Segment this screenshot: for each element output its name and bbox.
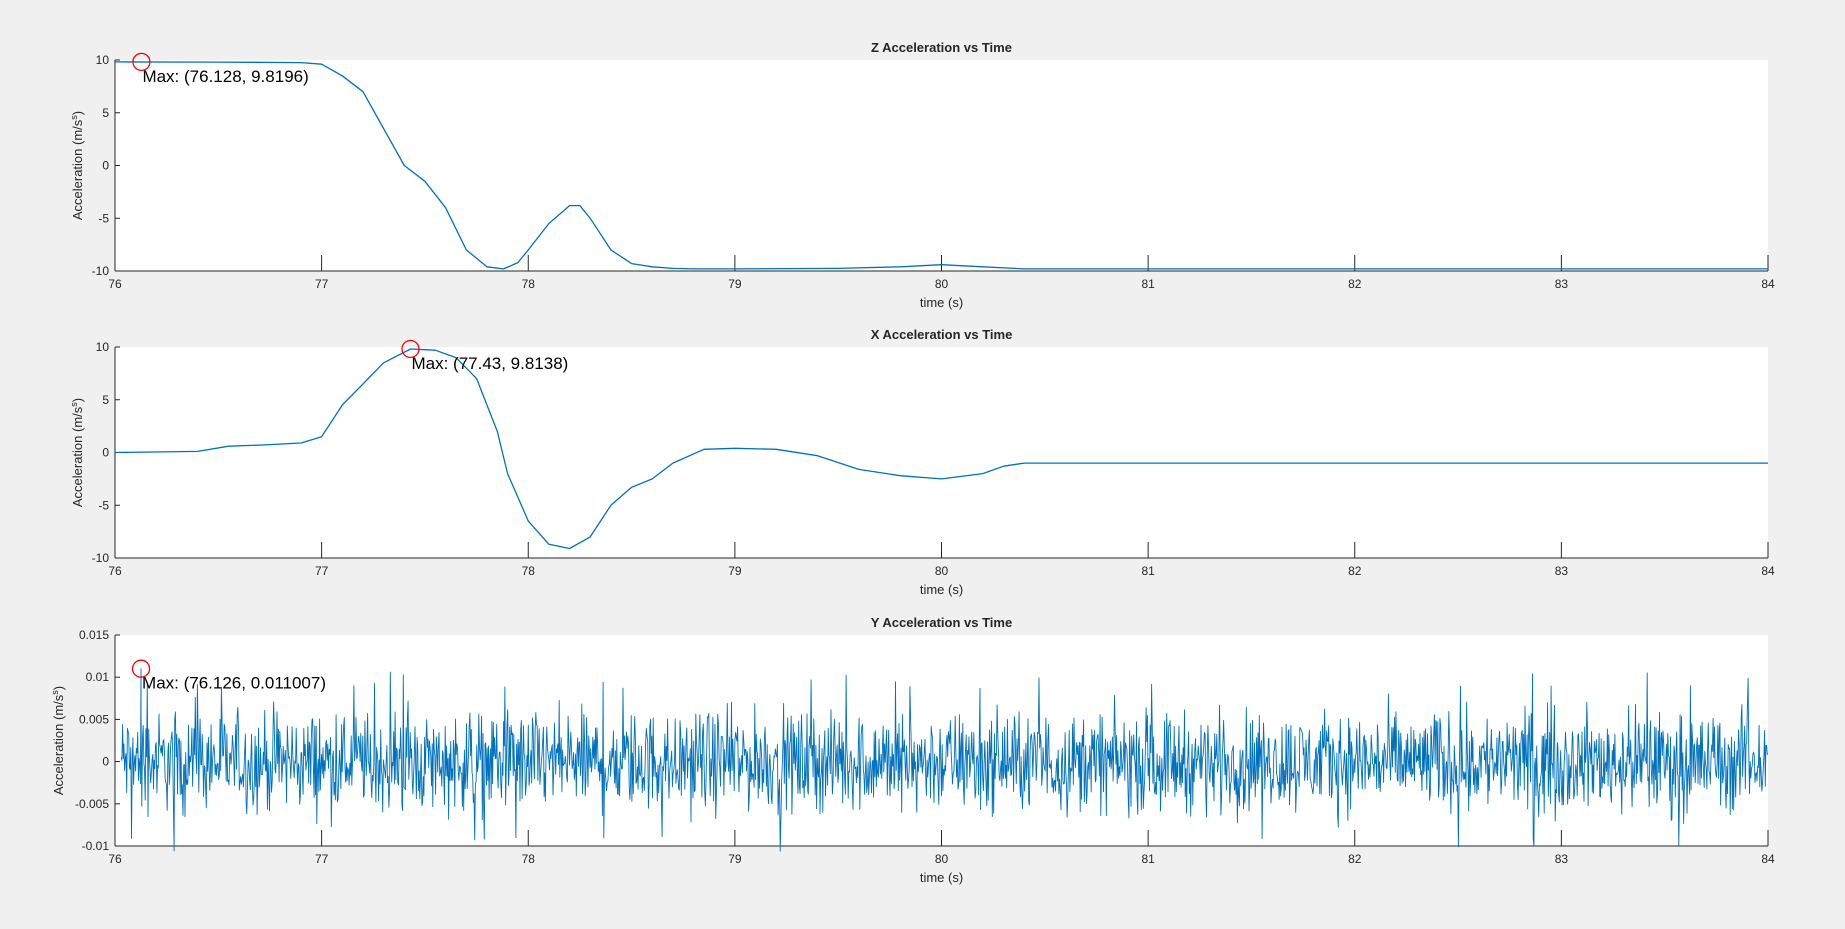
max-annotation: Max: (76.126, 0.011007): [142, 674, 326, 693]
y-tick-label: -10: [92, 264, 110, 278]
max-marker: [132, 52, 151, 72]
y-tick-label: -0.01: [82, 839, 110, 853]
chart-title: X Acceleration vs Time: [871, 327, 1013, 342]
x-tick-label: 82: [1348, 277, 1362, 291]
x-tick-label: 78: [522, 564, 536, 578]
plot-area: [115, 635, 1768, 846]
x-tick-label: 83: [1555, 277, 1569, 291]
x-tick-label: 81: [1141, 277, 1155, 291]
x-tick-label: 78: [522, 852, 536, 866]
y-tick-label: 0.015: [79, 628, 109, 642]
x-tick-label: 76: [108, 564, 122, 578]
x-tick-label: 84: [1761, 564, 1775, 578]
series-line: [114, 61, 1768, 270]
y-tick-label: 0: [102, 755, 109, 769]
x-tick-label: 83: [1555, 564, 1569, 578]
x-tick-label: 84: [1761, 277, 1775, 291]
plot-area: [115, 60, 1768, 271]
x-tick-label: 80: [935, 564, 949, 578]
x-tick-label: 76: [108, 277, 122, 291]
x-tick-label: 82: [1348, 564, 1362, 578]
x-tick-label: 79: [728, 852, 742, 866]
y-axis-label: Acceleration (m/ss): [69, 398, 85, 507]
x-tick-label: 83: [1555, 852, 1569, 866]
y-tick-label: 10: [96, 340, 110, 354]
y-tick-label: -0.005: [75, 797, 109, 811]
y-axis-label: Acceleration (m/ss): [50, 686, 66, 795]
chart-title: Z Acceleration vs Time: [871, 40, 1012, 55]
max-annotation: Max: (77.43, 9.8138): [411, 354, 568, 373]
max-annotation: Max: (76.128, 9.8196): [142, 67, 308, 86]
x-tick-label: 80: [935, 277, 949, 291]
x-tick-label: 77: [315, 277, 329, 291]
series-line: [114, 348, 1768, 550]
x-tick-label: 80: [935, 852, 949, 866]
x-tick-label: 84: [1761, 852, 1775, 866]
x-tick-label: 77: [315, 852, 329, 866]
y-tick-label: 10: [96, 53, 110, 67]
subplot-0: Z Acceleration vs Time 76 77 78 79 80 81 82 83 84…: [69, 40, 1775, 310]
subplots: Z Acceleration vs Time 76 77 78 79 80 81 82 83 84…: [50, 40, 1775, 885]
subplot-2: Y Acceleration vs Time 76 77 78 79 80 81 82 83 84…: [50, 615, 1775, 885]
y-tick-label: 5: [102, 393, 109, 407]
y-tick-label: 5: [102, 106, 109, 120]
x-tick-label: 78: [522, 277, 536, 291]
x-tick-label: 82: [1348, 852, 1362, 866]
plot-area: [115, 347, 1768, 558]
x-tick-label: 77: [315, 564, 329, 578]
x-tick-label: 81: [1141, 852, 1155, 866]
subplot-1: X Acceleration vs Time 76 77 78 79 80 81 82 83 84…: [69, 327, 1775, 597]
y-tick-label: 0: [102, 159, 109, 173]
y-axis-label: Acceleration (m/ss): [69, 111, 85, 220]
y-tick-label: -10: [92, 551, 110, 565]
y-tick-label: 0: [102, 446, 109, 460]
max-marker: [401, 339, 420, 359]
x-tick-label: 81: [1141, 564, 1155, 578]
x-axis-label: time (s): [920, 295, 963, 310]
x-axis-label: time (s): [920, 582, 963, 597]
y-tick-label: 0.005: [79, 712, 109, 726]
y-tick-label: -5: [98, 211, 109, 225]
x-tick-label: 79: [728, 277, 742, 291]
max-marker: [131, 659, 151, 678]
y-tick-label: 0.01: [86, 670, 110, 684]
x-tick-label: 79: [728, 564, 742, 578]
series-line: [120, 668, 1769, 852]
y-tick-label: -5: [98, 498, 109, 512]
x-tick-label: 76: [108, 852, 122, 866]
x-axis-label: time (s): [920, 870, 963, 885]
chart-title: Y Acceleration vs Time: [871, 615, 1012, 630]
